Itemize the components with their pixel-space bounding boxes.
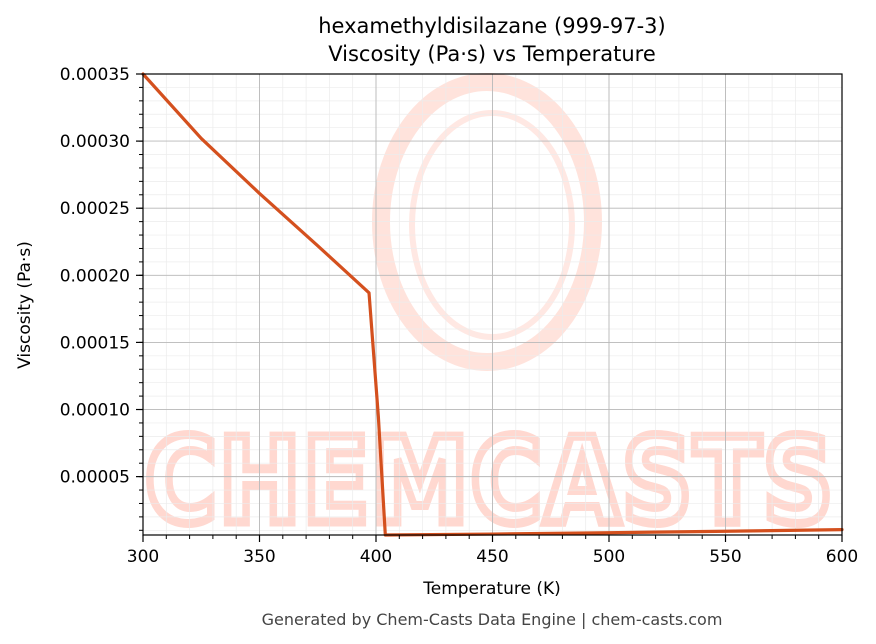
watermark-logo-ring — [372, 73, 602, 371]
axis-ticks — [136, 73, 843, 542]
y-tick-label: 0.00025 — [60, 199, 130, 219]
x-tick-labels: 300 350 400 450 500 550 600 — [127, 547, 858, 567]
y-tick-label: 0.00035 — [60, 65, 130, 85]
x-tick-label: 500 — [593, 547, 625, 567]
y-tick-label: 0.00010 — [60, 401, 130, 421]
y-tick-label: 0.00030 — [60, 132, 130, 152]
watermark-logo-inner — [409, 110, 575, 340]
x-tick-label: 600 — [826, 547, 858, 567]
y-tick-label: 0.00015 — [60, 333, 130, 353]
footer-credit: Generated by Chem-Casts Data Engine | ch… — [262, 610, 723, 629]
series-layer — [141, 72, 844, 537]
x-tick-label: 550 — [709, 547, 741, 567]
y-tick-labels: 0.00005 0.00010 0.00015 0.00020 0.00025 0.000… — [60, 65, 130, 488]
watermark-text: CHEMCASTS — [145, 412, 835, 550]
y-axis-label: Viscosity (Pa·s) — [15, 241, 35, 369]
x-tick-label: 350 — [243, 547, 275, 567]
chart-subtitle: Viscosity (Pa·s) vs Temperature — [328, 42, 656, 66]
y-tick-label: 0.00020 — [60, 266, 130, 286]
y-tick-label: 0.00005 — [60, 468, 130, 488]
chart-title: hexamethyldisilazane (999-97-3) — [318, 14, 665, 38]
x-tick-label: 450 — [476, 547, 508, 567]
x-tick-label: 400 — [360, 547, 392, 567]
x-tick-label: 300 — [127, 547, 159, 567]
series-line — [141, 72, 844, 537]
x-axis-label: Temperature (K) — [422, 579, 561, 599]
